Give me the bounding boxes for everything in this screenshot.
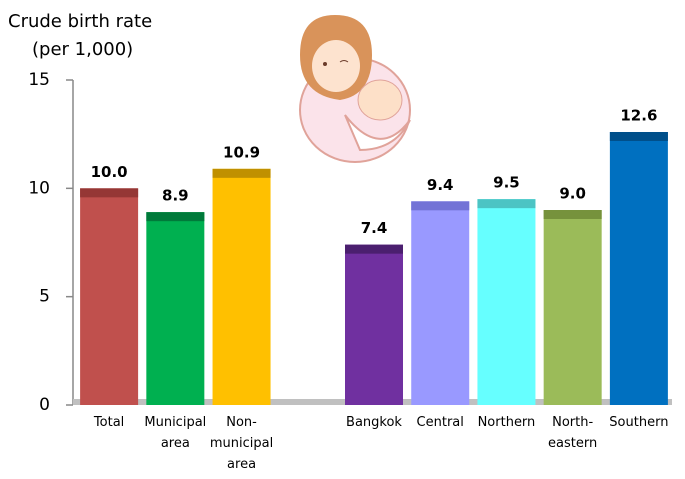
value-label: 9.5	[493, 174, 520, 192]
value-label: 7.4	[361, 219, 388, 237]
value-label: 9.0	[559, 185, 586, 203]
x-tick-label: Non-municipal area	[209, 415, 274, 472]
x-tick-label: Total	[93, 415, 125, 430]
value-label: 10.0	[91, 163, 128, 181]
bar-cap	[146, 212, 205, 222]
x-tick-label: Bangkok	[346, 415, 402, 430]
bar-cap	[609, 132, 668, 141]
y-tick-label: 15	[28, 70, 50, 90]
x-tick-label: Municipal area	[144, 415, 207, 451]
bar	[146, 212, 205, 405]
bar	[80, 188, 139, 405]
value-label: 10.9	[223, 143, 260, 161]
bar	[212, 168, 271, 405]
bar-cap	[80, 188, 139, 198]
value-label: 9.4	[427, 176, 454, 194]
bar-cap	[411, 201, 470, 211]
bar	[543, 210, 602, 405]
bar-cap	[345, 244, 403, 254]
bar	[609, 132, 668, 405]
bar	[477, 199, 536, 405]
x-tick-label: Southern	[609, 415, 669, 430]
x-tick-label: North-eastern	[548, 415, 598, 451]
chart-title: Crude birth rate	[8, 11, 152, 32]
x-tick-label: Central	[416, 415, 464, 430]
bar	[345, 244, 403, 405]
value-label: 8.9	[162, 187, 189, 205]
y-tick-label: 5	[39, 287, 50, 307]
y-tick-label: 0	[39, 395, 50, 415]
value-label: 12.6	[620, 107, 657, 125]
bar-cap	[212, 168, 271, 178]
illustration	[299, 15, 411, 163]
bar	[411, 201, 470, 405]
bar-cap	[477, 199, 536, 209]
y-tick-label: 10	[28, 178, 50, 198]
bar-cap	[543, 210, 602, 219]
x-tick-label: Northern	[477, 415, 536, 430]
chart-subtitle: (per 1,000)	[32, 39, 133, 60]
